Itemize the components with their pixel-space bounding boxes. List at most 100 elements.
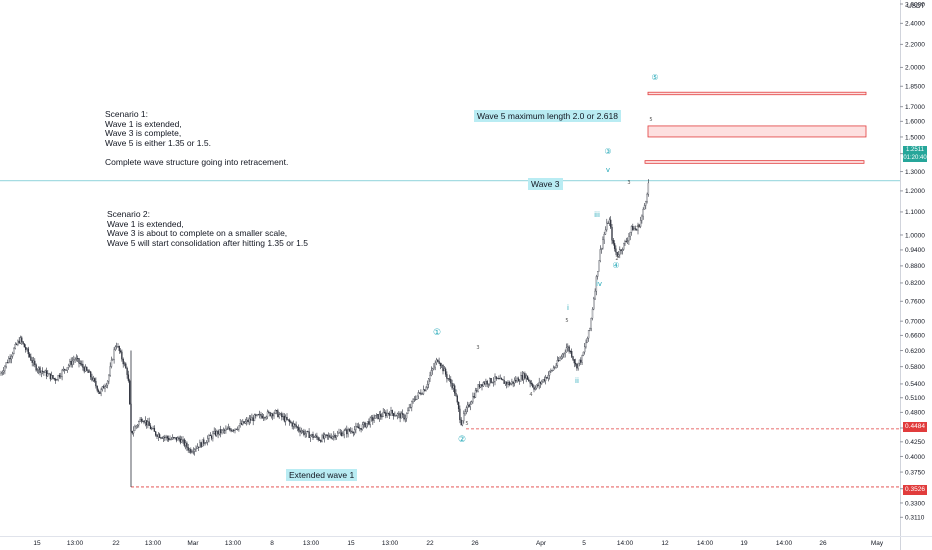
candle-body bbox=[595, 276, 598, 292]
candle-body bbox=[264, 417, 266, 419]
candle-body bbox=[175, 437, 178, 441]
candle-body bbox=[338, 432, 340, 434]
candle-body bbox=[589, 328, 591, 331]
candle-body bbox=[537, 384, 539, 386]
candle-body bbox=[78, 358, 80, 364]
candle-body bbox=[642, 209, 644, 217]
candle-body bbox=[392, 413, 395, 417]
scenario-2-annotation[interactable]: Scenario 2: Wave 1 is extended, Wave 3 i… bbox=[107, 209, 308, 248]
candle-body bbox=[443, 368, 445, 372]
candle-body bbox=[97, 390, 100, 392]
candle-body bbox=[132, 430, 135, 434]
wave-5-max-label[interactable]: Wave 5 maximum length 2.0 or 2.618 bbox=[474, 110, 621, 122]
candle-body bbox=[196, 446, 198, 449]
candle-body bbox=[446, 374, 448, 379]
candle-body bbox=[533, 386, 535, 390]
candle-body bbox=[79, 362, 81, 365]
candle-body bbox=[322, 435, 325, 439]
candle-body bbox=[210, 435, 213, 439]
candle-body bbox=[547, 375, 549, 379]
candle-body bbox=[34, 360, 36, 365]
candle-body bbox=[15, 344, 18, 345]
candle-body bbox=[541, 381, 543, 384]
candle-body bbox=[542, 379, 544, 382]
candle-body bbox=[278, 414, 280, 418]
x-tick-label: May bbox=[871, 540, 884, 547]
candle-body bbox=[407, 410, 409, 414]
candle-body bbox=[290, 421, 292, 424]
candle-body bbox=[75, 358, 78, 360]
candle-body bbox=[477, 384, 479, 392]
candle-body bbox=[489, 378, 491, 385]
candle-body bbox=[361, 424, 364, 430]
candle-body bbox=[357, 426, 360, 429]
candle-body bbox=[87, 370, 89, 373]
candle-body bbox=[31, 360, 33, 363]
candle-body bbox=[546, 377, 548, 379]
candle-body bbox=[404, 418, 406, 420]
candle-body bbox=[561, 353, 564, 358]
candle-body bbox=[67, 365, 70, 368]
wave-label: i bbox=[567, 304, 569, 312]
candle-body bbox=[244, 421, 247, 424]
candle-body bbox=[153, 428, 156, 432]
candle-body bbox=[230, 429, 232, 432]
candle-body bbox=[441, 364, 443, 366]
candle-body bbox=[400, 413, 403, 419]
candle-body bbox=[350, 430, 352, 432]
candle-body bbox=[249, 418, 252, 421]
extended-wave-1-label[interactable]: Extended wave 1 bbox=[286, 469, 358, 481]
candle-body bbox=[565, 347, 568, 353]
candle-body bbox=[373, 418, 375, 421]
x-tick-label: 13:00 bbox=[382, 540, 399, 547]
candle-body bbox=[516, 378, 518, 382]
candle-body bbox=[18, 340, 20, 344]
candle-body bbox=[364, 422, 366, 428]
candle-body bbox=[526, 375, 529, 380]
candle-body bbox=[641, 215, 643, 221]
candle-body bbox=[313, 436, 315, 438]
candle-body bbox=[147, 421, 149, 426]
wave-3-label[interactable]: Wave 3 bbox=[528, 178, 563, 190]
candle-body bbox=[578, 359, 581, 364]
x-tick-label: 22 bbox=[426, 540, 434, 547]
candle-body bbox=[511, 381, 513, 384]
y-tick-label: 1.1000 bbox=[905, 209, 925, 216]
candle-body bbox=[469, 404, 471, 407]
candle-body bbox=[486, 381, 488, 385]
candle-body bbox=[92, 378, 94, 381]
candle-body bbox=[169, 439, 171, 441]
candle-body bbox=[473, 396, 475, 398]
candle-body bbox=[208, 435, 210, 439]
wave-label: 5 bbox=[649, 117, 652, 123]
candle-body bbox=[493, 381, 495, 383]
candle-body bbox=[387, 412, 390, 414]
candle-body bbox=[598, 260, 600, 272]
candle-body bbox=[564, 351, 566, 354]
candle-body bbox=[212, 433, 214, 439]
candle-body bbox=[411, 401, 413, 408]
candle-body bbox=[157, 434, 159, 437]
candle-body bbox=[279, 413, 282, 415]
candle-body bbox=[421, 393, 423, 395]
candle-body bbox=[545, 377, 547, 381]
candle-body bbox=[383, 412, 386, 413]
candle-body bbox=[139, 419, 141, 422]
candle-body bbox=[378, 414, 380, 420]
candle-body bbox=[312, 434, 314, 438]
candle-body bbox=[591, 308, 594, 319]
candle-body bbox=[347, 429, 349, 435]
candle-body bbox=[40, 370, 42, 373]
wave-label: 4 bbox=[636, 224, 639, 230]
candle-body bbox=[442, 364, 444, 372]
candle-body bbox=[455, 393, 457, 397]
level-low-price-label: 0.3526 bbox=[903, 485, 927, 495]
candle-body bbox=[233, 430, 235, 431]
candle-body bbox=[2, 370, 5, 373]
candle-body bbox=[105, 385, 107, 387]
candle-body bbox=[353, 429, 356, 433]
candle-body bbox=[239, 423, 241, 426]
scenario-1-annotation[interactable]: Scenario 1: Wave 1 is extended, Wave 3 i… bbox=[105, 109, 289, 167]
